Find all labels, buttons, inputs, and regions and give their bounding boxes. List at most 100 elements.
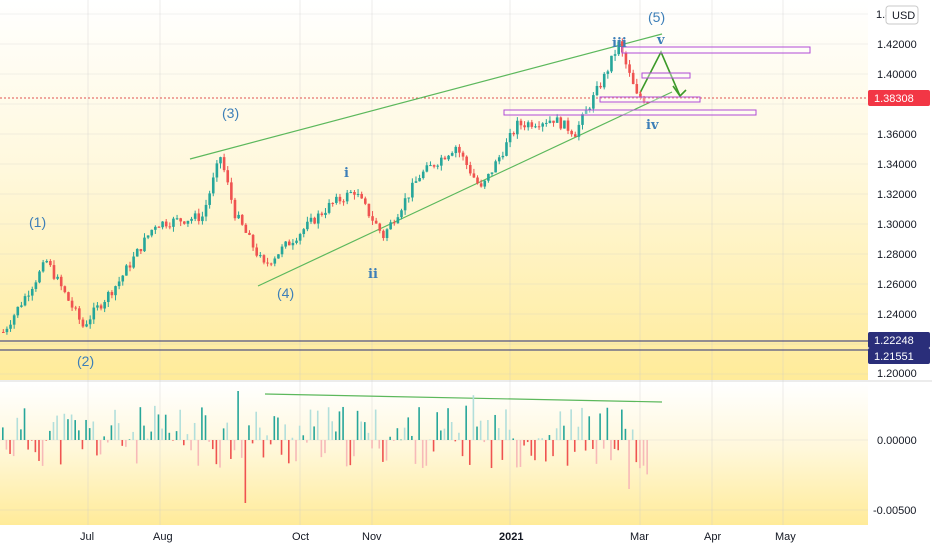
last-price-value: 1.38308 xyxy=(874,93,914,105)
osc-bar xyxy=(335,431,337,440)
osc-bar xyxy=(548,435,551,440)
candle-body xyxy=(226,170,230,183)
candle-body xyxy=(519,120,523,126)
osc-bar xyxy=(338,411,341,440)
candle-body xyxy=(541,123,544,127)
zone-low[interactable] xyxy=(599,96,701,103)
osc-bar xyxy=(411,435,413,440)
candle-body xyxy=(628,64,631,73)
oscillator-divergence-line[interactable] xyxy=(264,393,663,403)
upper-channel-line[interactable] xyxy=(189,33,663,160)
candle-body xyxy=(588,108,592,110)
candle-body xyxy=(190,218,193,221)
osc-bar xyxy=(324,440,326,454)
candle-body xyxy=(360,193,363,199)
candle-body xyxy=(302,229,306,235)
osc-bar xyxy=(356,410,359,440)
osc-bar xyxy=(183,440,185,446)
zone-mid[interactable] xyxy=(641,72,691,79)
candle-body xyxy=(117,281,121,287)
candle-body xyxy=(262,255,266,263)
oscillator-histogram xyxy=(2,391,648,503)
candle-body xyxy=(273,258,277,264)
time-axis[interactable]: Jul Aug Oct Nov 2021 Mar Apr May xyxy=(80,531,796,543)
price-pane-background xyxy=(0,0,868,380)
candle-body xyxy=(367,203,371,217)
osc-bar xyxy=(566,440,569,466)
osc-bar xyxy=(505,409,507,440)
osc-bar xyxy=(621,409,623,440)
candle-body xyxy=(34,282,38,289)
candle-body xyxy=(320,213,324,215)
candle-body xyxy=(584,109,588,114)
candle-body xyxy=(552,120,555,123)
candle-body xyxy=(414,181,418,183)
candle-body xyxy=(385,229,389,239)
osc-bar xyxy=(125,440,127,447)
osc-bar xyxy=(168,432,171,440)
candle-body xyxy=(150,229,154,236)
candle-body xyxy=(331,202,335,204)
candle-body xyxy=(501,155,505,158)
wave-label-ii: ii xyxy=(368,267,378,282)
zone-base[interactable] xyxy=(503,109,757,116)
currency-badge[interactable]: USD xyxy=(885,5,919,25)
osc-bar xyxy=(418,407,420,440)
osc-bar xyxy=(117,423,120,440)
osc-bar xyxy=(646,440,648,475)
candle-body xyxy=(291,242,295,246)
candle-body xyxy=(211,177,215,194)
support-lines xyxy=(0,97,868,351)
osc-bar xyxy=(407,417,410,440)
level-b-value: 1.21551 xyxy=(874,351,914,363)
osc-bar xyxy=(150,431,153,440)
candle-body xyxy=(70,300,74,308)
osc-bar xyxy=(396,428,399,440)
candle-body xyxy=(78,308,81,320)
candle-body xyxy=(74,307,77,309)
osc-y-tick: 0.00000 xyxy=(877,435,917,447)
price-axis[interactable]: 1.4 1.42000 1.40000 1.36000 1.34000 1.32… xyxy=(873,9,917,517)
zone-top[interactable] xyxy=(621,46,811,54)
osc-bar xyxy=(610,440,612,461)
osc-bar xyxy=(613,440,616,449)
osc-bar xyxy=(450,422,453,440)
osc-bar xyxy=(374,409,377,440)
candle-body xyxy=(27,295,30,297)
osc-bar xyxy=(595,440,598,464)
osc-bar xyxy=(298,425,301,440)
osc-bar xyxy=(599,413,601,440)
y-tick: 1.36000 xyxy=(877,129,917,141)
lower-channel-line[interactable] xyxy=(257,91,673,287)
osc-bar xyxy=(447,408,449,440)
projection-path[interactable] xyxy=(639,50,681,97)
osc-bar xyxy=(5,440,8,450)
osc-bar xyxy=(483,440,486,443)
level-b-tag xyxy=(868,348,930,364)
osc-bar xyxy=(552,440,554,457)
osc-bar xyxy=(114,409,116,440)
candle-body xyxy=(38,271,41,283)
candle-body xyxy=(168,226,172,228)
wave-label-i: i xyxy=(344,166,349,181)
osc-bar xyxy=(635,440,638,463)
candle-body xyxy=(175,218,179,220)
candle-body xyxy=(313,217,316,224)
candle-body xyxy=(135,249,139,257)
candle-body xyxy=(356,193,360,195)
candle-body xyxy=(277,254,280,259)
candle-body xyxy=(157,226,161,228)
y-tick: 1.24000 xyxy=(877,309,917,321)
osc-bar xyxy=(476,426,478,440)
candle-body xyxy=(382,230,385,239)
candle-body xyxy=(432,165,436,167)
osc-bar xyxy=(584,440,587,451)
candle-body xyxy=(512,133,516,135)
osc-bar xyxy=(429,439,431,441)
candle-body xyxy=(570,130,573,135)
projection-arrowhead xyxy=(672,85,687,98)
candle-body xyxy=(440,157,443,166)
currency-label: USD xyxy=(892,10,915,22)
y-tick: 1.42000 xyxy=(877,39,917,51)
